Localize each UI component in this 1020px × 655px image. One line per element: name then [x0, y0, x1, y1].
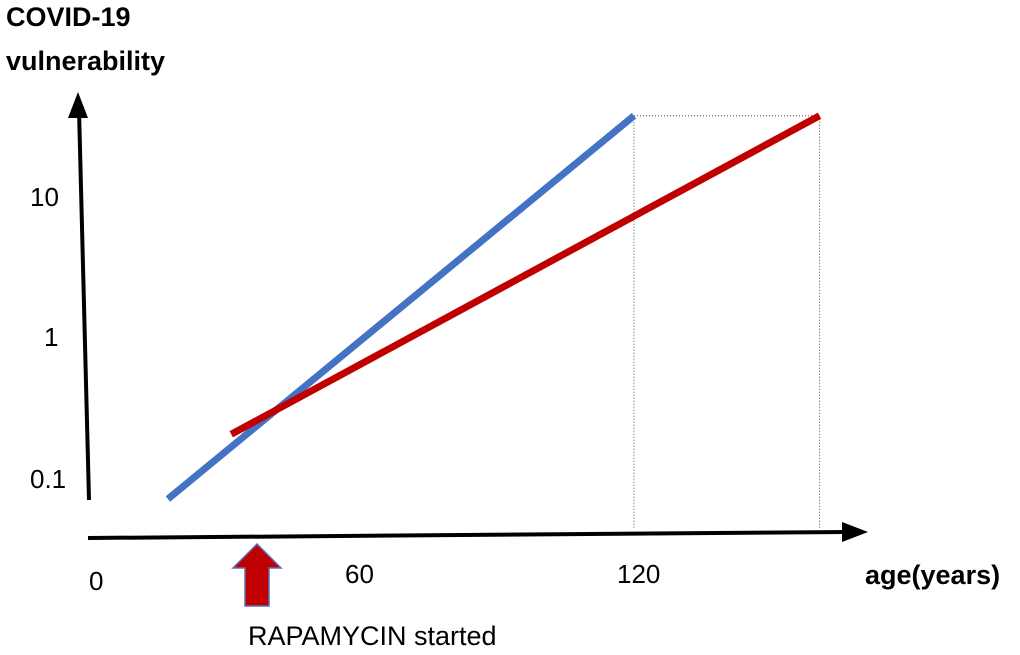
- y-tick-label-1: 1: [44, 322, 58, 352]
- reference-lines: [633, 115, 821, 528]
- series-line-2: [229, 112, 822, 438]
- y-axis-title-line2: vulnerability: [6, 46, 165, 76]
- y-tick-label-0.1: 0.1: [30, 464, 66, 494]
- x-axis-arrowhead: [842, 522, 868, 542]
- y-axis-line: [77, 109, 91, 501]
- series-line-1: [165, 113, 637, 502]
- y-axis-title-line1: COVID-19: [6, 2, 131, 32]
- x-tick-label-120: 120: [617, 559, 660, 589]
- x-tick-label-60: 60: [345, 559, 374, 589]
- rapamycin-arrow: [231, 542, 283, 607]
- x-axis-title: age(years): [865, 560, 1000, 590]
- series-layer: [165, 112, 822, 502]
- x-axis-line: [87, 530, 849, 540]
- rapamycin-annotation: RAPAMYCIN started: [248, 621, 497, 651]
- y-axis-arrowhead: [68, 92, 88, 118]
- y-tick-label-10: 10: [30, 182, 59, 212]
- x-tick-label-0: 0: [89, 566, 103, 596]
